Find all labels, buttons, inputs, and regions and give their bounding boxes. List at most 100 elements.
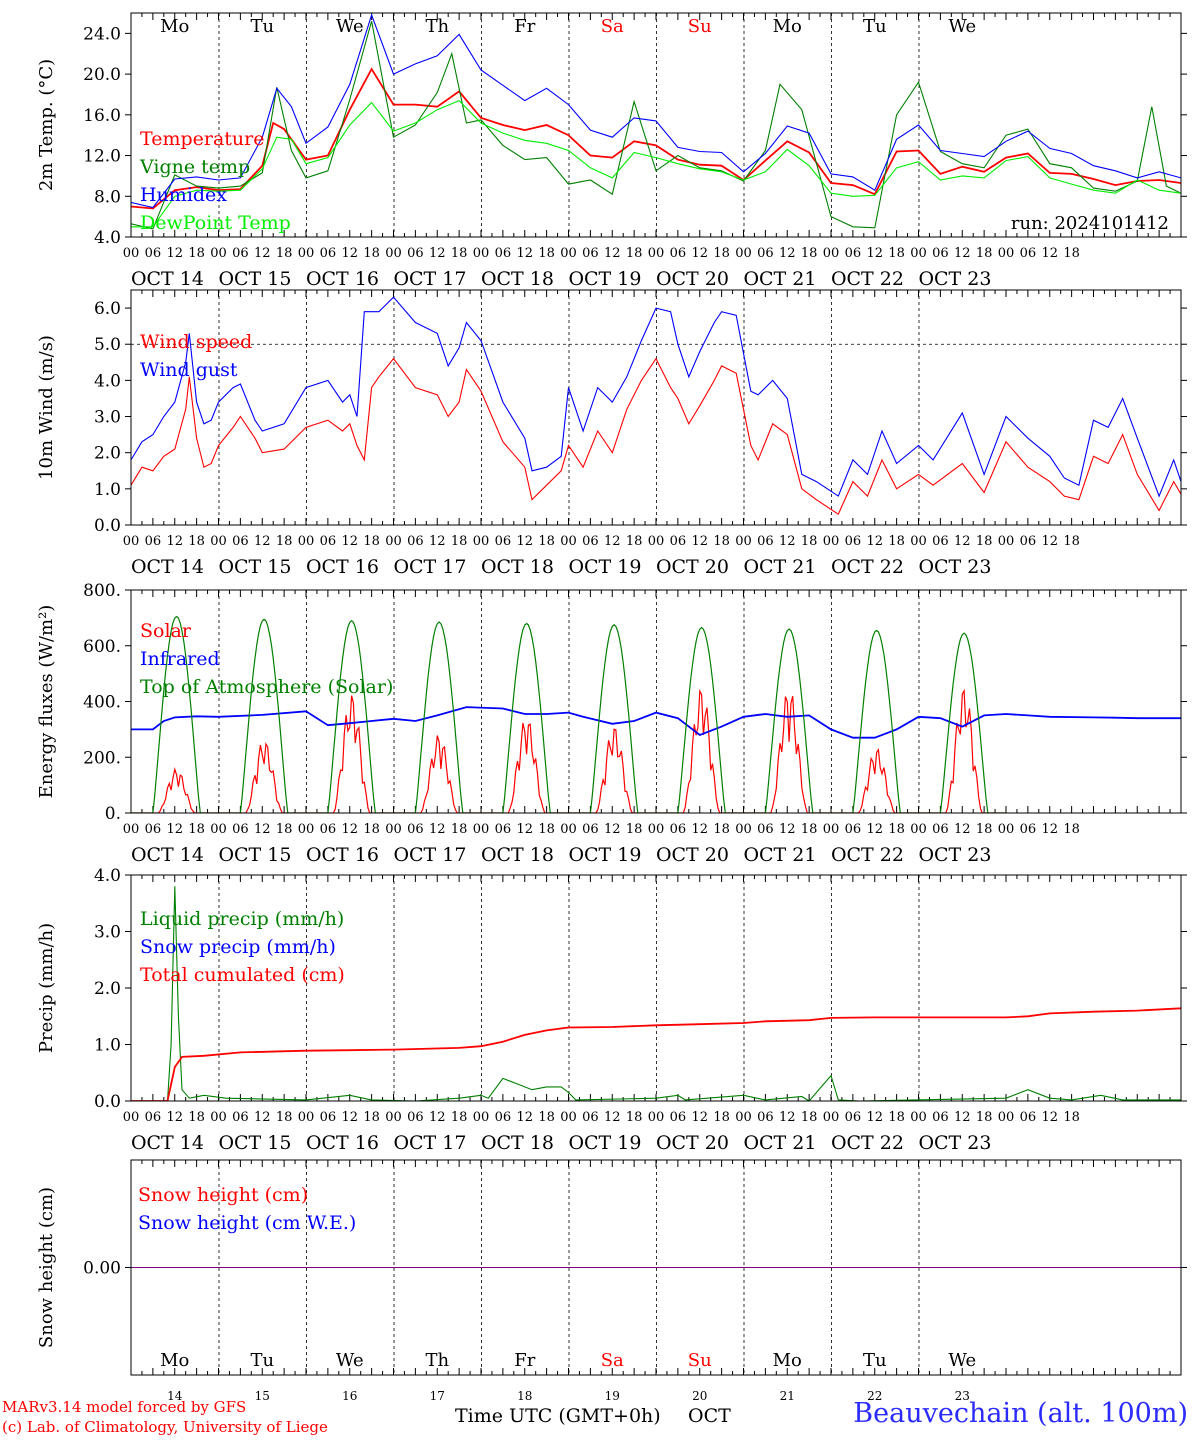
hour-label: 06 (932, 246, 949, 261)
weekday-label: Tu (863, 16, 887, 37)
weekday-label: Sa (601, 1350, 624, 1371)
hour-label: 06 (407, 1110, 424, 1125)
hour-label: 00 (735, 1110, 752, 1125)
date-label: OCT 14 (131, 268, 204, 290)
plot-frame (130, 589, 1182, 814)
y-tick-label: 24.0 (83, 24, 121, 44)
hour-label: 06 (145, 1110, 162, 1125)
series-vigne-temp (131, 20, 1181, 230)
hour-label: 06 (145, 822, 162, 837)
legend-entry: Infrared (140, 648, 220, 670)
series-infrared (131, 706, 1181, 739)
hour-label: 06 (495, 822, 512, 837)
hour-label: 00 (210, 822, 227, 837)
hour-label: 00 (998, 534, 1015, 549)
hour-label: 00 (910, 534, 927, 549)
hour-label: 06 (320, 246, 337, 261)
date-label: OCT 16 (306, 844, 379, 866)
hour-label: 18 (363, 1110, 380, 1125)
panel-3: 0. 200. 400. 600. 800. Energy fluxes (W/m²) So… (36, 581, 1187, 866)
hour-label: 06 (932, 822, 949, 837)
hour-label: 00 (648, 246, 665, 261)
hour-label: 00 (123, 534, 140, 549)
hour-label: 12 (954, 822, 971, 837)
hour-label: 18 (538, 822, 555, 837)
y-tick-label: 800. (83, 581, 121, 601)
series-dewpoint-temp (131, 99, 1181, 228)
legend-entry: Wind gust (140, 359, 238, 381)
hour-label: 12 (1041, 1110, 1058, 1125)
hour-label: 18 (713, 534, 730, 549)
series-total-cumulated-cm- (131, 1007, 1181, 1101)
hour-label: 12 (166, 534, 183, 549)
hour-label: 12 (429, 1110, 446, 1125)
hour-label: 12 (604, 246, 621, 261)
hour-label: 00 (648, 822, 665, 837)
hour-label: 12 (254, 1110, 271, 1125)
hour-label: 00 (910, 246, 927, 261)
hour-label: 18 (888, 1110, 905, 1125)
date-label: OCT 20 (656, 556, 729, 578)
legend-entry: Total cumulated (cm) (140, 964, 345, 986)
weekday-label: Mo (773, 16, 802, 37)
date-label: OCT 15 (218, 1132, 291, 1154)
hour-label: 06 (582, 534, 599, 549)
date-label: OCT 22 (831, 268, 904, 290)
hour-label: 18 (188, 822, 205, 837)
date-label: OCT 22 (831, 844, 904, 866)
hour-label: 06 (232, 822, 249, 837)
date-label: OCT 15 (218, 556, 291, 578)
hour-label: 12 (604, 1110, 621, 1125)
weekday-label: Su (688, 1350, 712, 1371)
hour-label: 12 (866, 246, 883, 261)
legend-entry: Snow precip (mm/h) (140, 936, 336, 958)
hour-label: 18 (713, 822, 730, 837)
hour-label: 00 (385, 1110, 402, 1125)
hour-label: 06 (845, 246, 862, 261)
date-label: OCT 19 (568, 268, 641, 290)
day-number-label: 17 (430, 1389, 445, 1403)
legend-entry: Vigne temp (139, 156, 250, 178)
hour-label: 00 (473, 246, 490, 261)
date-label: OCT 16 (306, 268, 379, 290)
hour-label: 18 (976, 1110, 993, 1125)
hour-label: 06 (1020, 1110, 1037, 1125)
hour-label: 12 (866, 534, 883, 549)
hour-label: 12 (254, 534, 271, 549)
hour-label: 18 (888, 246, 905, 261)
hour-label: 00 (560, 534, 577, 549)
y-axis-label: 10m Wind (m/s) (36, 335, 57, 480)
hour-label: 06 (232, 534, 249, 549)
hour-label: 00 (298, 1110, 315, 1125)
hour-label: 00 (823, 822, 840, 837)
date-label: OCT 21 (743, 268, 816, 290)
hour-label: 18 (451, 1110, 468, 1125)
hour-label: 12 (341, 534, 358, 549)
hour-label: 00 (910, 1110, 927, 1125)
hour-label: 06 (320, 534, 337, 549)
weekday-label: Th (425, 16, 449, 37)
hour-label: 18 (538, 534, 555, 549)
date-label: OCT 20 (656, 268, 729, 290)
hour-label: 18 (276, 246, 293, 261)
weekday-label: Mo (773, 1350, 802, 1371)
y-tick-label: 5.0 (94, 335, 121, 355)
y-tick-label: 16.0 (83, 106, 121, 126)
weekday-label: Fr (514, 1350, 535, 1371)
hour-label: 06 (932, 1110, 949, 1125)
hour-label: 06 (582, 246, 599, 261)
hour-label: 12 (166, 822, 183, 837)
hour-label: 00 (385, 534, 402, 549)
hour-label: 00 (823, 534, 840, 549)
date-label: OCT 14 (131, 844, 204, 866)
day-number-label: 14 (167, 1389, 183, 1403)
hour-label: 18 (976, 822, 993, 837)
hour-label: 12 (341, 1110, 358, 1125)
y-axis-label: 2m Temp. (°C) (36, 59, 57, 191)
y-tick-label: 200. (83, 748, 121, 768)
weekday-label: We (948, 1350, 976, 1371)
hour-label: 06 (495, 246, 512, 261)
y-tick-label: 0.0 (94, 516, 121, 536)
hour-label: 06 (582, 822, 599, 837)
